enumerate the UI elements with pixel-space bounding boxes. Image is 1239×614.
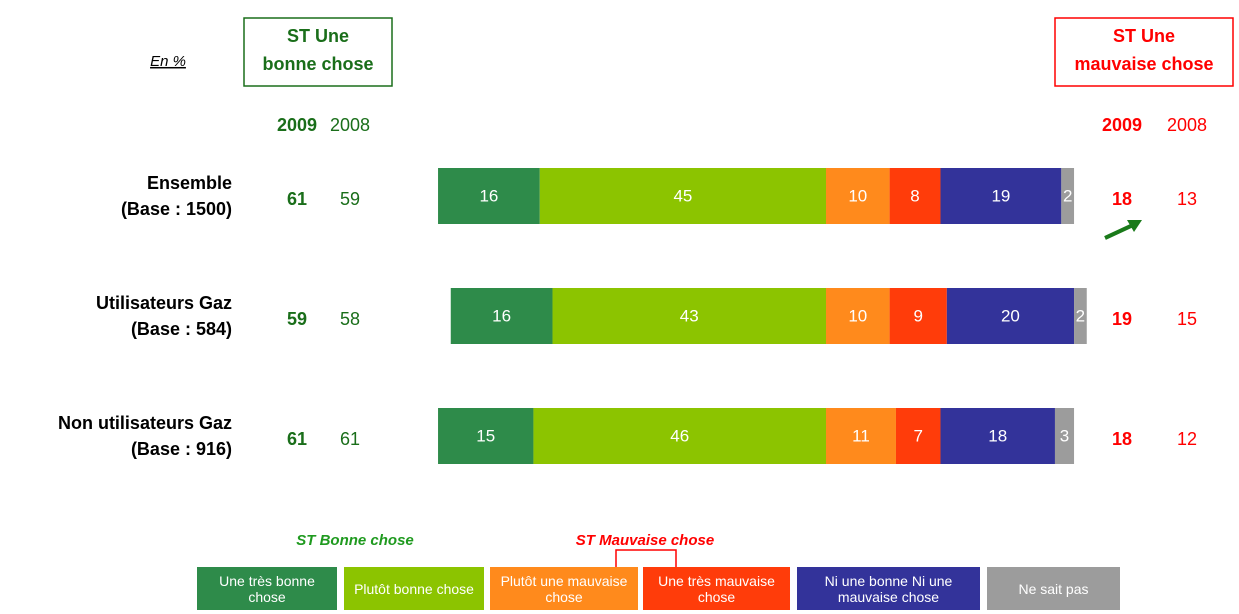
summary-value: 18 xyxy=(1112,189,1132,209)
summary-header-box xyxy=(1054,17,1234,87)
trend-arrow-head xyxy=(1127,220,1142,232)
year-label: 2009 xyxy=(277,115,317,135)
bar-segment xyxy=(552,288,826,344)
legend-entry: Ni une bonne Ni une mauvaise chose xyxy=(797,567,980,610)
data-label: 18 xyxy=(988,426,1007,445)
bar-segment xyxy=(1054,408,1075,464)
summary-header: ST Une xyxy=(287,26,349,46)
bar-segment xyxy=(889,288,947,344)
category-label: Ensemble xyxy=(147,173,232,193)
group-bracket xyxy=(615,549,677,567)
summary-header-box xyxy=(243,17,393,87)
bar-segment xyxy=(450,288,553,344)
summary-header: bonne chose xyxy=(262,54,373,74)
summary-value: 12 xyxy=(1177,429,1197,449)
category-label: Utilisateurs Gaz xyxy=(96,293,232,313)
legend-entry: Une très bonne chose xyxy=(197,567,337,610)
summary-header: mauvaise chose xyxy=(1074,54,1213,74)
data-label: 10 xyxy=(848,306,867,325)
data-label: 7 xyxy=(913,426,922,445)
year-label: 2009 xyxy=(1102,115,1142,135)
summary-value: 61 xyxy=(340,429,360,449)
bar-segment xyxy=(826,168,890,224)
data-label: 2 xyxy=(1063,186,1072,205)
legend-entry: Plutôt bonne chose xyxy=(344,567,484,610)
summary-value: 59 xyxy=(287,309,307,329)
bar-segment xyxy=(895,408,941,464)
data-label: 15 xyxy=(476,426,495,445)
legend-entry: Ne sait pas xyxy=(987,567,1120,610)
bar-segment xyxy=(940,168,1062,224)
trend-arrow xyxy=(1104,223,1134,240)
category-label: Non utilisateurs Gaz xyxy=(58,413,232,433)
data-label: 16 xyxy=(492,306,511,325)
data-label: 3 xyxy=(1060,426,1069,445)
data-label: 9 xyxy=(913,306,922,325)
summary-value: 58 xyxy=(340,309,360,329)
summary-value: 13 xyxy=(1177,189,1197,209)
bar-segment xyxy=(826,288,890,344)
summary-value: 59 xyxy=(340,189,360,209)
summary-value: 18 xyxy=(1112,429,1132,449)
data-label: 19 xyxy=(991,186,1010,205)
bar-segment xyxy=(1074,288,1087,344)
category-label: (Base : 916) xyxy=(131,439,232,459)
summary-value: 19 xyxy=(1112,309,1132,329)
legend-entry: Plutôt une mauvaise chose xyxy=(490,567,638,610)
category-label: (Base : 584) xyxy=(131,319,232,339)
data-label: 45 xyxy=(673,186,692,205)
summary-value: 61 xyxy=(287,429,307,449)
summary-header: ST Une xyxy=(1113,26,1175,46)
bar-segment xyxy=(539,168,826,224)
legend-group-label: ST Mauvaise chose xyxy=(576,532,714,549)
summary-value: 15 xyxy=(1177,309,1197,329)
data-label: 20 xyxy=(1001,306,1020,325)
bar-segment xyxy=(889,168,941,224)
legend-entry: Une très mauvaise chose xyxy=(643,567,790,610)
data-label: 11 xyxy=(852,426,870,445)
data-label: 10 xyxy=(848,186,867,205)
bar-segment xyxy=(946,288,1075,344)
bar-segment xyxy=(438,168,540,224)
bar-segment xyxy=(533,408,826,464)
bar-segment xyxy=(1061,168,1075,224)
data-label: 43 xyxy=(680,306,699,325)
bar-segment xyxy=(940,408,1055,464)
data-label: 46 xyxy=(670,426,689,445)
year-label: 2008 xyxy=(1167,115,1207,135)
bar-segment xyxy=(826,408,896,464)
summary-value: 61 xyxy=(287,189,307,209)
data-label: 16 xyxy=(479,186,498,205)
year-label: 2008 xyxy=(330,115,370,135)
unit-label: En % xyxy=(150,53,186,70)
category-label: (Base : 1500) xyxy=(121,199,232,219)
data-label: 2 xyxy=(1076,306,1085,325)
bar-segment xyxy=(438,408,534,464)
legend-group-label: ST Bonne chose xyxy=(296,532,414,549)
data-label: 8 xyxy=(910,186,919,205)
